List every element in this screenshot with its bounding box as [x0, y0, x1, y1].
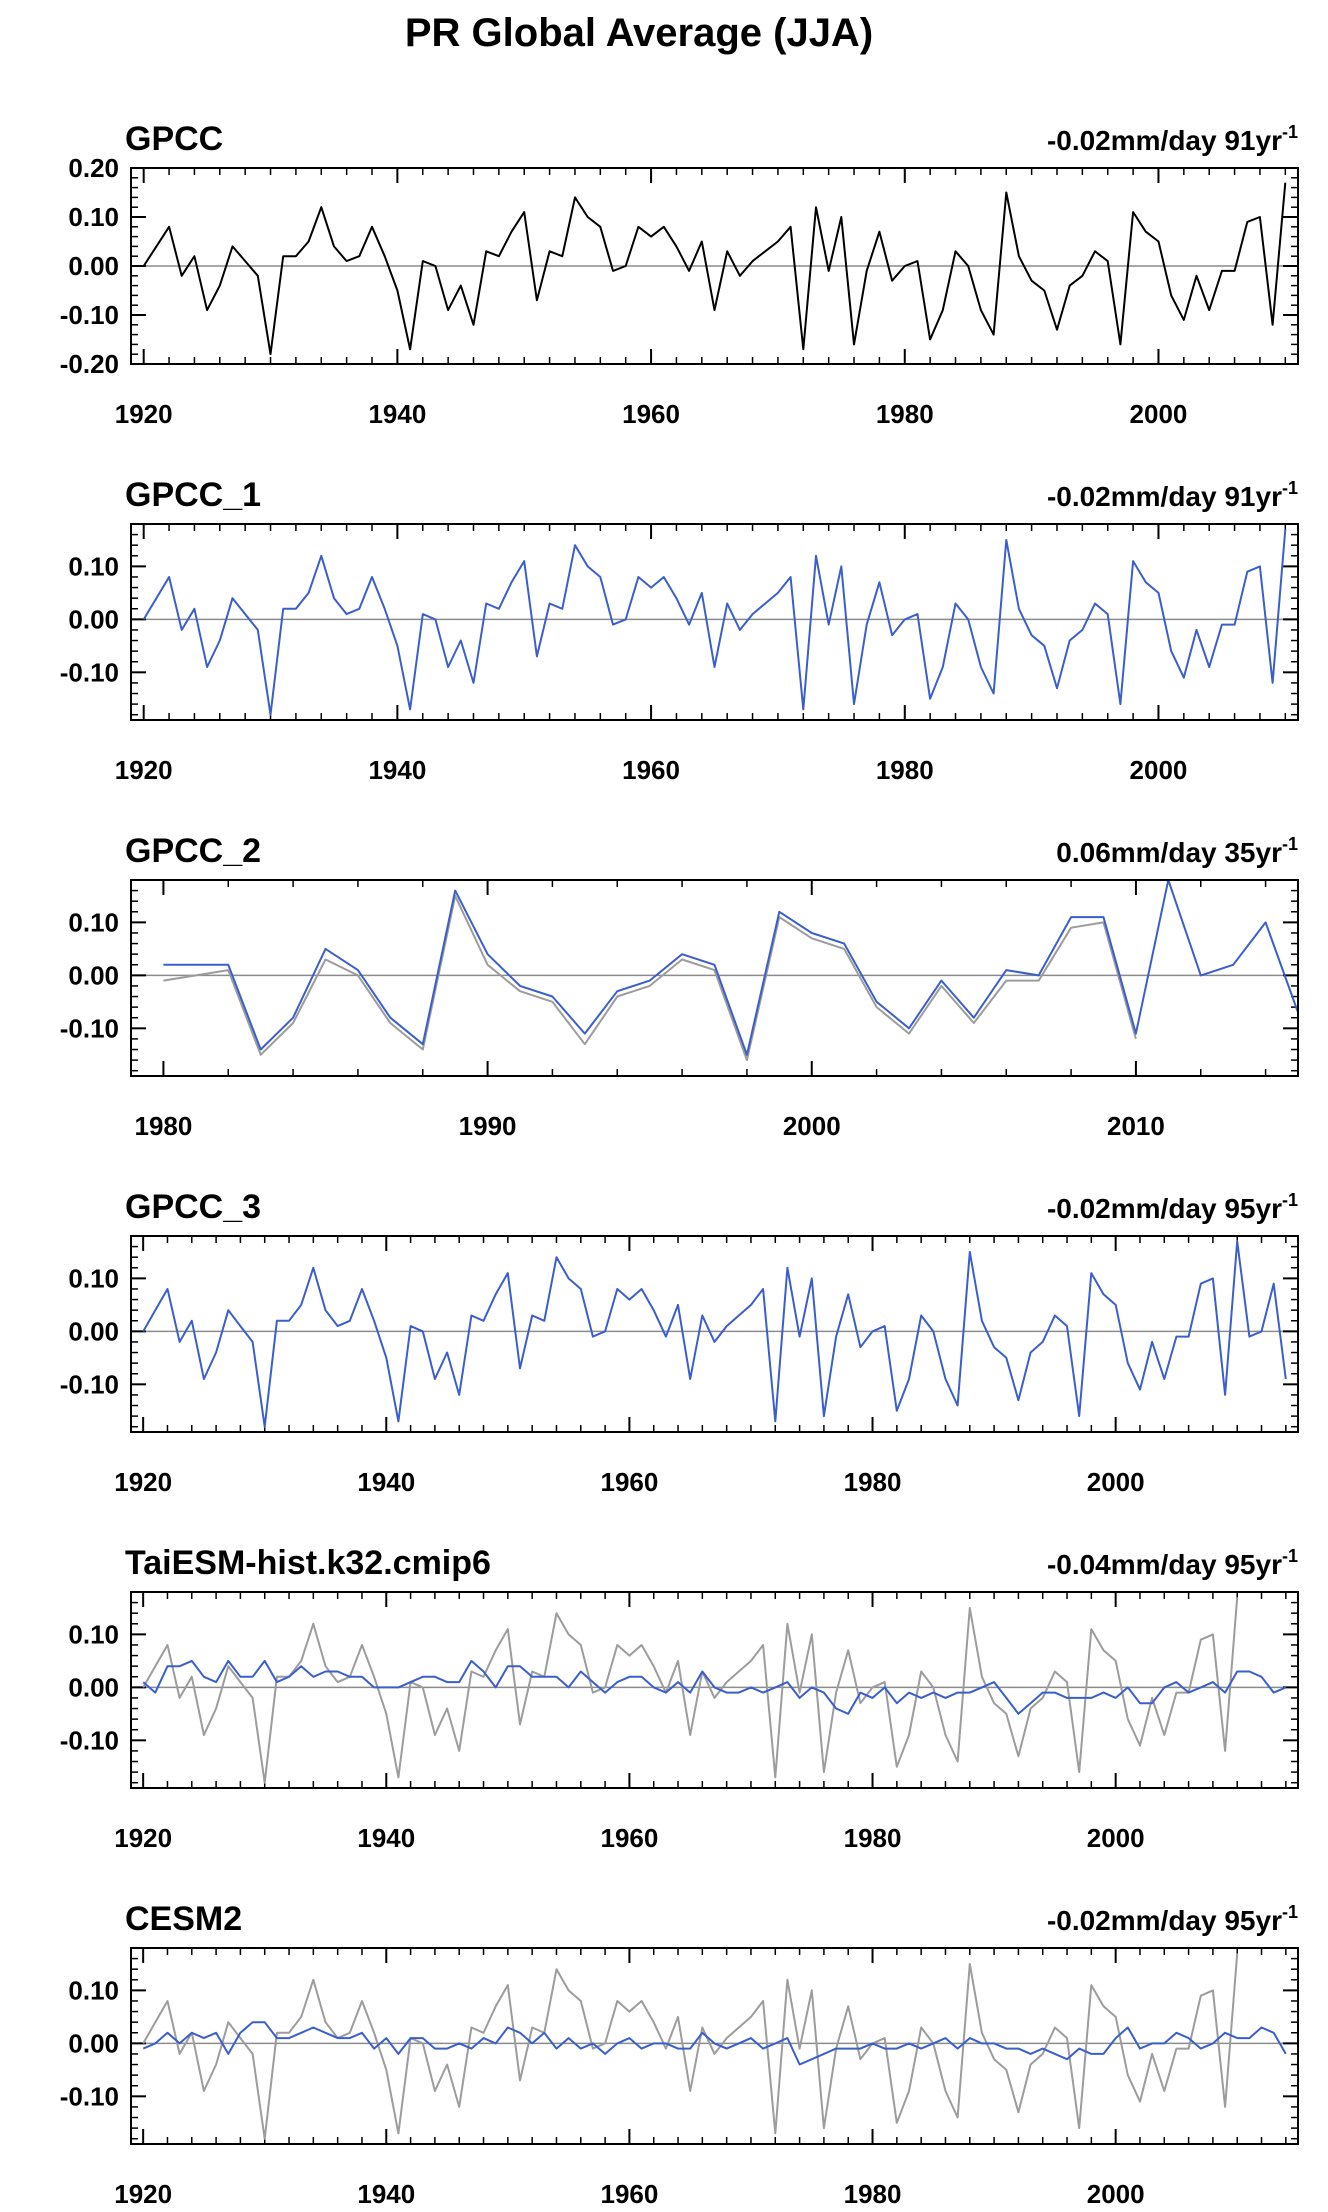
panel-title: GPCC_1	[125, 476, 261, 514]
x-tick-label: 2000	[1087, 1467, 1145, 1497]
trend-label: 0.06mm/day 35yr-1	[1056, 834, 1298, 868]
y-tick-label: 0.00	[68, 1316, 119, 1346]
x-tick-label: 1960	[622, 755, 680, 785]
plot-frame	[130, 167, 1299, 365]
panel-title: GPCC	[125, 120, 223, 158]
x-tick-label: 1920	[115, 399, 173, 429]
trend-superscript: -1	[1282, 1190, 1298, 1210]
y-tick-label: -0.10	[60, 657, 119, 687]
panel-title: GPCC_3	[125, 1188, 261, 1226]
series-line	[142, 1597, 1239, 1784]
series-line	[142, 1953, 1239, 2140]
trend-label: -0.04mm/day 95yr-1	[1047, 1546, 1298, 1580]
y-tick-label: -0.10	[60, 1013, 119, 1043]
x-tick-label: 1940	[368, 755, 426, 785]
x-tick-label: 1940	[357, 1823, 415, 1853]
trend-label: -0.02mm/day 95yr-1	[1047, 1902, 1298, 1936]
series-line	[142, 182, 1287, 356]
trend-label: -0.02mm/day 91yr-1	[1047, 122, 1298, 156]
panel-title: CESM2	[125, 1900, 242, 1938]
chart-panel: GPCC_1 -0.02mm/day 91yr-1 1920 1940 1960 1980…	[60, 476, 1299, 785]
y-tick-label: 0.10	[68, 202, 119, 232]
chart-panel: GPCC_3 -0.02mm/day 95yr-1 1920 1940 1960 1980…	[60, 1188, 1299, 1497]
x-tick-label: 2000	[1130, 755, 1188, 785]
trend-label: -0.02mm/day 91yr-1	[1047, 478, 1298, 512]
x-tick-label: 1990	[459, 1111, 517, 1141]
y-tick-label: 0.10	[68, 907, 119, 937]
x-tick-label: 2000	[1087, 1823, 1145, 1853]
trend-superscript: -1	[1282, 834, 1298, 854]
x-tick-label: 1980	[844, 1823, 902, 1853]
series-line	[163, 894, 1137, 1062]
trend-superscript: -1	[1282, 1546, 1298, 1566]
x-tick-label: 1960	[600, 1823, 658, 1853]
x-tick-label: 1920	[115, 755, 173, 785]
y-tick-label: 0.00	[68, 960, 119, 990]
trend-superscript: -1	[1282, 1902, 1298, 1922]
trend-superscript: -1	[1282, 122, 1298, 142]
x-tick-label: 2000	[1087, 2179, 1145, 2209]
y-tick-label: 0.00	[68, 1672, 119, 1702]
y-tick-label: 0.20	[68, 153, 119, 183]
x-tick-label: 2000	[1130, 399, 1188, 429]
x-tick-label: 1980	[844, 2179, 902, 2209]
x-tick-label: 1940	[357, 2179, 415, 2209]
y-tick-label: -0.10	[60, 1369, 119, 1399]
x-tick-label: 1960	[600, 2179, 658, 2209]
chart-panel: TaiESM-hist.k32.cmip6 -0.04mm/day 95yr-1 1…	[60, 1544, 1299, 1853]
x-tick-label: 1920	[114, 2179, 172, 2209]
x-tick-label: 2000	[783, 1111, 841, 1141]
y-tick-label: 0.00	[68, 604, 119, 634]
figure-title: PR Global Average (JJA)	[405, 11, 873, 55]
y-tick-label: -0.10	[60, 2081, 119, 2111]
y-tick-label: 0.10	[68, 1263, 119, 1293]
y-tick-label: -0.10	[60, 1725, 119, 1755]
x-tick-label: 1960	[600, 1467, 658, 1497]
x-tick-label: 1940	[357, 1467, 415, 1497]
series-line	[163, 879, 1299, 1056]
y-tick-label: 0.10	[68, 551, 119, 581]
plot-frame	[130, 1591, 1299, 1789]
plot-frame	[130, 1947, 1299, 2145]
series-line	[142, 1659, 1287, 1715]
series-line	[142, 1240, 1287, 1428]
chart-panel: GPCC_2 0.06mm/day 35yr-1 1980 1990 2000 2010 -…	[60, 832, 1299, 1141]
plot-frame	[130, 879, 1299, 1077]
x-tick-label: 1980	[844, 1467, 902, 1497]
trend-superscript: -1	[1282, 478, 1298, 498]
series-line	[142, 529, 1287, 716]
y-tick-label: 0.00	[68, 2028, 119, 2058]
y-tick-label: -0.10	[60, 300, 119, 330]
y-tick-label: -0.20	[60, 349, 119, 379]
x-tick-label: 1980	[134, 1111, 192, 1141]
x-tick-label: 2010	[1107, 1111, 1165, 1141]
y-tick-label: 0.10	[68, 1619, 119, 1649]
plot-frame	[130, 1235, 1299, 1433]
x-tick-label: 1960	[622, 399, 680, 429]
series-line	[142, 2021, 1287, 2066]
y-tick-label: 0.10	[68, 1975, 119, 2005]
y-tick-label: 0.00	[68, 251, 119, 281]
plot-frame	[130, 523, 1299, 721]
x-tick-label: 1920	[114, 1467, 172, 1497]
chart-panel: GPCC -0.02mm/day 91yr-1 1920 1940 1960 1980 20…	[60, 120, 1299, 429]
x-tick-label: 1980	[876, 755, 934, 785]
x-tick-label: 1920	[114, 1823, 172, 1853]
panel-title: GPCC_2	[125, 832, 261, 870]
x-tick-label: 1940	[368, 399, 426, 429]
trend-label: -0.02mm/day 95yr-1	[1047, 1190, 1298, 1224]
panels: GPCC -0.02mm/day 91yr-1 1920 1940 1960 1980 20…	[60, 120, 1299, 2209]
x-tick-label: 1980	[876, 399, 934, 429]
chart-panel: CESM2 -0.02mm/day 95yr-1 1920 1940 1960 1980 2…	[60, 1900, 1299, 2209]
panel-title: TaiESM-hist.k32.cmip6	[125, 1544, 491, 1582]
